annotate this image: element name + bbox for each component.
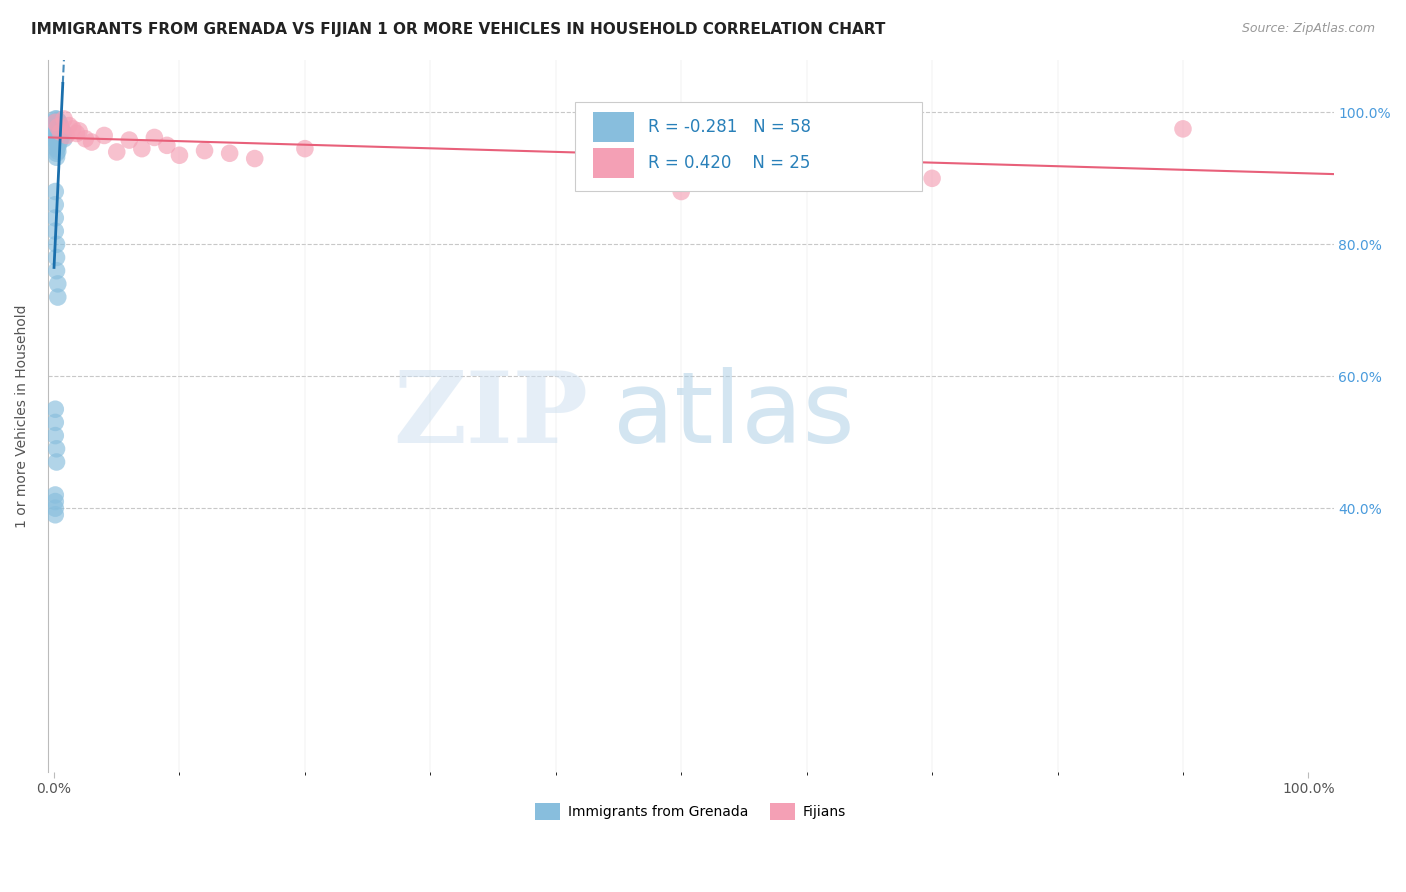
- Point: [156, 138, 179, 153]
- Point: [49, 125, 72, 139]
- Y-axis label: 1 or more Vehicles in Household: 1 or more Vehicles in Household: [15, 304, 30, 527]
- Point: [44, 121, 66, 136]
- Text: R = -0.281   N = 58: R = -0.281 N = 58: [648, 119, 811, 136]
- Point: [53, 112, 76, 126]
- Point: [49, 132, 72, 146]
- Point: [45, 442, 67, 456]
- Text: R = 0.420    N = 25: R = 0.420 N = 25: [648, 154, 811, 172]
- Point: [44, 508, 66, 522]
- Point: [671, 185, 693, 199]
- Point: [49, 125, 72, 139]
- Point: [55, 128, 77, 143]
- Point: [44, 211, 66, 225]
- Point: [44, 115, 66, 129]
- Point: [45, 263, 67, 277]
- Point: [46, 290, 69, 304]
- Point: [44, 494, 66, 508]
- Point: [46, 277, 69, 291]
- Point: [131, 142, 153, 156]
- Point: [46, 121, 69, 136]
- Point: [48, 120, 70, 134]
- Point: [93, 128, 115, 143]
- Point: [45, 133, 67, 147]
- Point: [44, 185, 66, 199]
- Point: [45, 251, 67, 265]
- Point: [80, 135, 103, 149]
- Point: [51, 121, 73, 136]
- Point: [49, 119, 72, 133]
- Point: [46, 139, 69, 153]
- FancyBboxPatch shape: [593, 112, 634, 142]
- Point: [44, 112, 66, 126]
- Point: [48, 130, 70, 145]
- Point: [67, 124, 90, 138]
- Point: [44, 224, 66, 238]
- FancyBboxPatch shape: [575, 103, 922, 192]
- Point: [48, 115, 70, 129]
- Point: [44, 124, 66, 138]
- Point: [45, 128, 67, 143]
- Point: [1171, 121, 1194, 136]
- Point: [46, 113, 69, 128]
- Point: [46, 117, 69, 131]
- Point: [143, 130, 166, 145]
- Text: atlas: atlas: [613, 368, 855, 465]
- FancyBboxPatch shape: [593, 148, 634, 178]
- Point: [45, 146, 67, 161]
- Point: [48, 136, 70, 150]
- Point: [45, 136, 67, 151]
- Text: ZIP: ZIP: [392, 368, 588, 465]
- Point: [46, 135, 69, 149]
- Text: Source: ZipAtlas.com: Source: ZipAtlas.com: [1241, 22, 1375, 36]
- Point: [45, 115, 67, 129]
- Point: [44, 198, 66, 212]
- Point: [44, 488, 66, 502]
- Point: [45, 455, 67, 469]
- Point: [44, 402, 66, 417]
- Point: [44, 115, 66, 129]
- Point: [45, 112, 67, 126]
- Legend: Immigrants from Grenada, Fijians: Immigrants from Grenada, Fijians: [530, 797, 852, 826]
- Point: [105, 145, 128, 159]
- Point: [218, 146, 240, 161]
- Point: [44, 428, 66, 442]
- Point: [921, 171, 943, 186]
- Point: [45, 142, 67, 156]
- Point: [44, 128, 66, 143]
- Text: IMMIGRANTS FROM GRENADA VS FIJIAN 1 OR MORE VEHICLES IN HOUSEHOLD CORRELATION CH: IMMIGRANTS FROM GRENADA VS FIJIAN 1 OR M…: [31, 22, 886, 37]
- Point: [193, 144, 215, 158]
- Point: [51, 130, 73, 145]
- Point: [44, 127, 66, 141]
- Point: [53, 132, 76, 146]
- Point: [118, 133, 141, 147]
- Point: [65, 127, 87, 141]
- Point: [45, 120, 67, 134]
- Point: [46, 130, 69, 145]
- Point: [44, 117, 66, 131]
- Point: [294, 142, 316, 156]
- Point: [45, 150, 67, 164]
- Point: [75, 132, 97, 146]
- Point: [46, 120, 69, 134]
- Point: [62, 121, 84, 136]
- Point: [58, 119, 80, 133]
- Point: [46, 145, 69, 159]
- Point: [45, 124, 67, 138]
- Point: [44, 133, 66, 147]
- Point: [45, 237, 67, 252]
- Point: [44, 416, 66, 430]
- Point: [169, 148, 191, 162]
- Point: [48, 125, 70, 139]
- Point: [243, 152, 266, 166]
- Point: [44, 501, 66, 516]
- Point: [44, 130, 66, 145]
- Point: [46, 127, 69, 141]
- Point: [52, 125, 75, 139]
- Point: [44, 120, 66, 134]
